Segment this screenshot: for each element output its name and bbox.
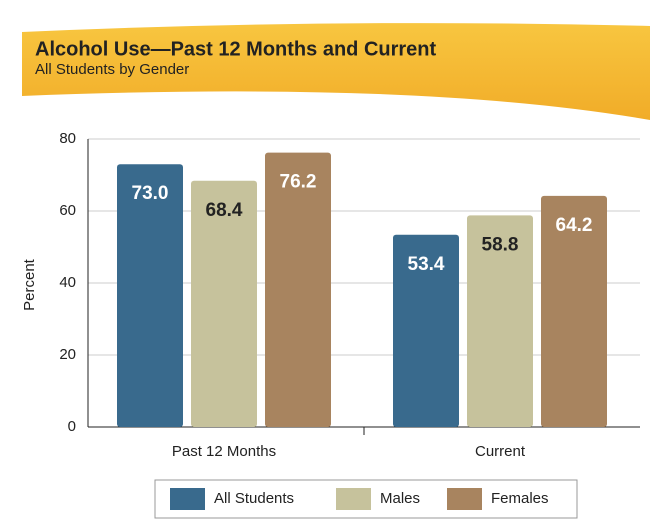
legend: [154, 479, 578, 519]
legend-swatch: [170, 488, 205, 510]
value-label: 53.4: [408, 254, 445, 275]
legend-swatch: [336, 488, 371, 510]
value-label: 73.0: [132, 183, 169, 204]
legend-label: All Students: [214, 490, 294, 507]
x-tick-label: Past 12 Months: [172, 443, 276, 460]
legend-label: Females: [491, 490, 549, 507]
chart-title: Alcohol Use—Past 12 Months and Current: [35, 38, 437, 60]
bar: [191, 180, 257, 427]
y-tick-label: 60: [59, 202, 76, 219]
y-tick-label: 0: [68, 418, 76, 435]
y-tick-label: 40: [59, 274, 76, 291]
x-tick-label: Current: [475, 443, 526, 460]
bar: [467, 215, 533, 427]
value-label: 76.2: [280, 172, 317, 193]
value-label: 68.4: [206, 200, 243, 221]
value-label: 58.8: [482, 234, 519, 255]
bar: [393, 234, 459, 427]
y-tick-label: 20: [59, 346, 76, 363]
y-tick-label: 80: [59, 130, 76, 147]
chart-subtitle: All Students by Gender: [35, 61, 189, 78]
legend-label: Males: [380, 490, 420, 507]
value-label: 64.2: [556, 215, 593, 236]
bar: [117, 164, 183, 427]
legend-swatch: [447, 488, 482, 510]
y-axis-label: Percent: [21, 258, 38, 311]
bar: [541, 195, 607, 427]
title-banner: [22, 23, 650, 120]
bar: [265, 152, 331, 427]
